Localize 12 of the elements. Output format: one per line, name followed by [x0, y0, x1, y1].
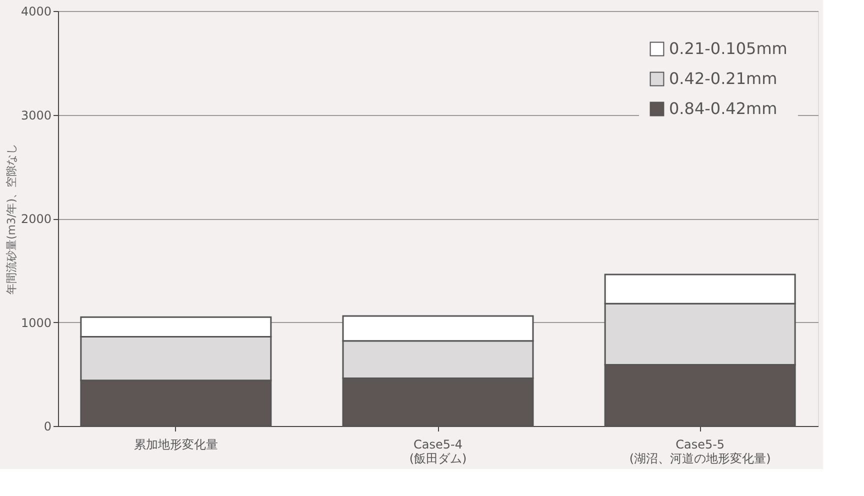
y-tick-label: 1000: [20, 316, 52, 330]
x-tick-label: Case5-4 (飯田ダム): [409, 438, 467, 466]
y-tick-label: 4000: [20, 4, 52, 18]
x-tick-label: Case5-5 (湖沼、河道の地形変化量): [629, 438, 771, 466]
y-tick-label: 2000: [20, 212, 52, 226]
legend-label: 0.42-0.21mm: [669, 69, 778, 88]
y-axis-title: 年間流砂量(m3/年)、空隙なし: [4, 143, 18, 295]
x-tick-label: 累加地形変化量: [134, 438, 218, 452]
y-tick-label: 0: [44, 420, 52, 434]
legend-label: 0.21-0.105mm: [669, 39, 788, 58]
y-tick-label: 3000: [20, 108, 52, 122]
legend-label: 0.84-0.42mm: [669, 99, 778, 118]
